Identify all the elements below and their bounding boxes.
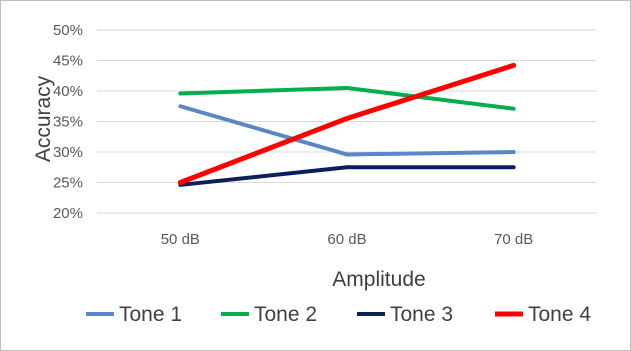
x-tick-label: 70 dB [494, 231, 533, 248]
y-tick-label: 40% [53, 83, 83, 100]
y-tick-labels: 20% 25% 30% 35% 40% 45% 50% [53, 22, 83, 222]
x-tick-label: 50 dB [161, 231, 200, 248]
series-lines [180, 65, 513, 185]
y-tick-label: 35% [53, 114, 83, 131]
y-tick-label: 30% [53, 144, 83, 161]
y-tick-label: 50% [53, 22, 83, 39]
x-tick-label: 60 dB [327, 231, 366, 248]
x-axis-title: Amplitude [332, 268, 425, 291]
legend-label: Tone 3 [390, 303, 453, 326]
series-line-tone-1 [180, 106, 513, 154]
y-tick-label: 20% [53, 205, 83, 222]
legend-label: Tone 1 [119, 303, 182, 326]
y-axis-title: Accuracy [32, 75, 55, 162]
y-tick-label: 25% [53, 175, 83, 192]
gridlines [97, 30, 597, 213]
legend-label: Tone 2 [254, 303, 317, 326]
y-tick-label: 45% [53, 53, 83, 70]
legend-label: Tone 4 [528, 303, 591, 326]
series-line-tone-4 [180, 65, 513, 182]
legend: Tone 1 Tone 2 Tone 3 Tone 4 [86, 303, 591, 326]
x-tick-labels: 50 dB 60 dB 70 dB [161, 231, 534, 248]
